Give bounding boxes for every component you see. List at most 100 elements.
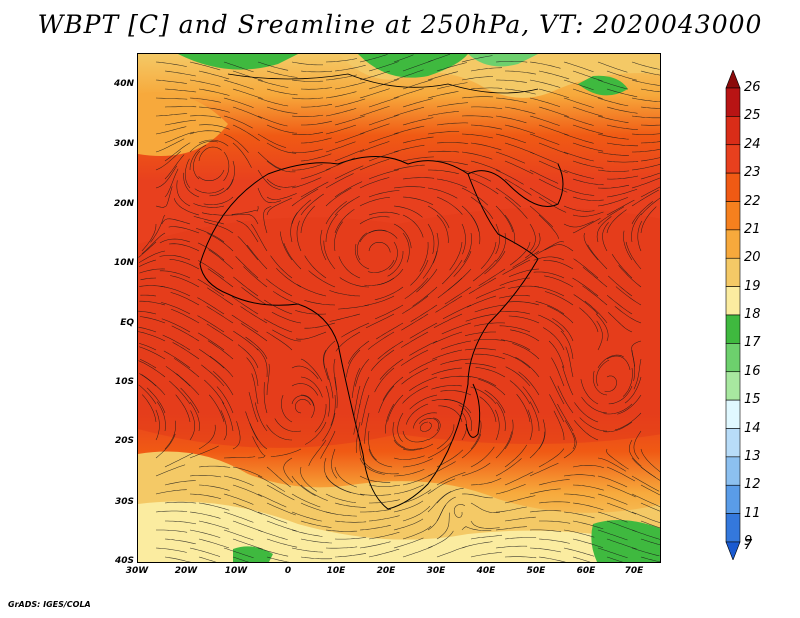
streamline: [466, 295, 497, 308]
streamline: [404, 277, 429, 299]
streamline: [563, 61, 594, 73]
streamline: [368, 515, 400, 522]
streamline: [465, 313, 497, 322]
streamline: [223, 475, 254, 486]
streamline: [410, 259, 429, 286]
streamline: [512, 343, 540, 360]
lat-label: 30S: [114, 497, 134, 507]
streamline: [266, 197, 293, 216]
streamline: [241, 323, 268, 342]
colorbar-swatch: [725, 541, 741, 560]
streamline: [232, 421, 241, 450]
streamline: [189, 401, 200, 432]
streamline: [597, 197, 628, 207]
streamline: [189, 61, 221, 71]
streamline: [564, 420, 576, 450]
streamline: [189, 445, 219, 459]
lon-label: 0: [284, 566, 292, 576]
streamline: [291, 132, 324, 135]
streamline: [206, 323, 234, 342]
streamline: [409, 340, 438, 356]
streamline: [495, 545, 528, 549]
streamline: [495, 115, 527, 124]
streamline: [461, 462, 491, 477]
streamline: [334, 98, 366, 108]
streamline: [393, 455, 425, 460]
streamline: [333, 358, 337, 390]
streamline: [334, 181, 363, 198]
streamline: [479, 396, 497, 423]
green-patch-europe: [358, 54, 468, 78]
streamline: [189, 140, 218, 153]
streamline: [623, 230, 633, 261]
streamline: [359, 376, 370, 407]
streamline: [413, 412, 438, 429]
lat-label: 20N: [113, 199, 134, 209]
streamline: [325, 108, 357, 117]
streamline: [368, 79, 399, 90]
streamline: [496, 79, 528, 83]
colorbar-label: 15: [744, 392, 761, 408]
streamline: [512, 250, 540, 268]
streamline: [495, 169, 524, 185]
streamline: [440, 358, 472, 365]
streamline: [159, 270, 191, 279]
streamline: [427, 205, 450, 229]
streamline: [402, 136, 434, 144]
streamline: [400, 331, 429, 348]
streamline: [427, 439, 454, 459]
streamline: [232, 88, 263, 99]
streamline: [515, 356, 540, 378]
streamline: [291, 383, 319, 396]
streamline: [631, 201, 654, 225]
streamline: [266, 106, 298, 114]
streamline: [505, 70, 537, 75]
streamline: [156, 529, 188, 533]
streamline: [631, 529, 660, 540]
streamline: [572, 124, 603, 135]
streamline: [220, 410, 227, 441]
streamline: [597, 493, 628, 505]
streamline: [165, 366, 191, 387]
streamline: [271, 311, 302, 324]
lon-label: 70E: [624, 566, 644, 576]
streamline: [470, 386, 497, 405]
streamline: [478, 379, 506, 396]
streamline: [300, 484, 328, 501]
streamline: [173, 198, 200, 216]
streamline: [495, 151, 526, 164]
streamline: [252, 436, 266, 459]
streamline: [257, 133, 287, 148]
streamline: [563, 133, 594, 144]
streamline: [572, 70, 603, 82]
streamline: [573, 294, 599, 315]
streamline: [529, 510, 562, 513]
streamline: [595, 313, 609, 342]
streamline: [257, 169, 281, 190]
streamline: [597, 133, 629, 140]
streamline: [470, 124, 502, 130]
colorbar: [725, 70, 741, 560]
streamline: [164, 501, 197, 504]
streamline: [257, 475, 286, 492]
streamline: [189, 475, 222, 478]
streamline: [139, 346, 166, 360]
lon-label: 50E: [526, 566, 546, 576]
streamline: [409, 358, 438, 374]
streamline: [470, 196, 494, 220]
streamline: [498, 295, 531, 299]
streamline: [155, 165, 178, 189]
streamline: [495, 431, 512, 459]
streamline: [264, 299, 293, 315]
streamline: [266, 424, 293, 441]
streamline: [606, 188, 638, 198]
streamline: [159, 238, 191, 244]
streamline: [393, 469, 425, 477]
streamline: [300, 376, 323, 398]
streamline: [197, 297, 225, 315]
streamline: [409, 322, 438, 339]
streamline: [402, 546, 433, 558]
streamline: [433, 313, 463, 328]
streamline: [409, 376, 438, 392]
streamline: [468, 277, 497, 294]
